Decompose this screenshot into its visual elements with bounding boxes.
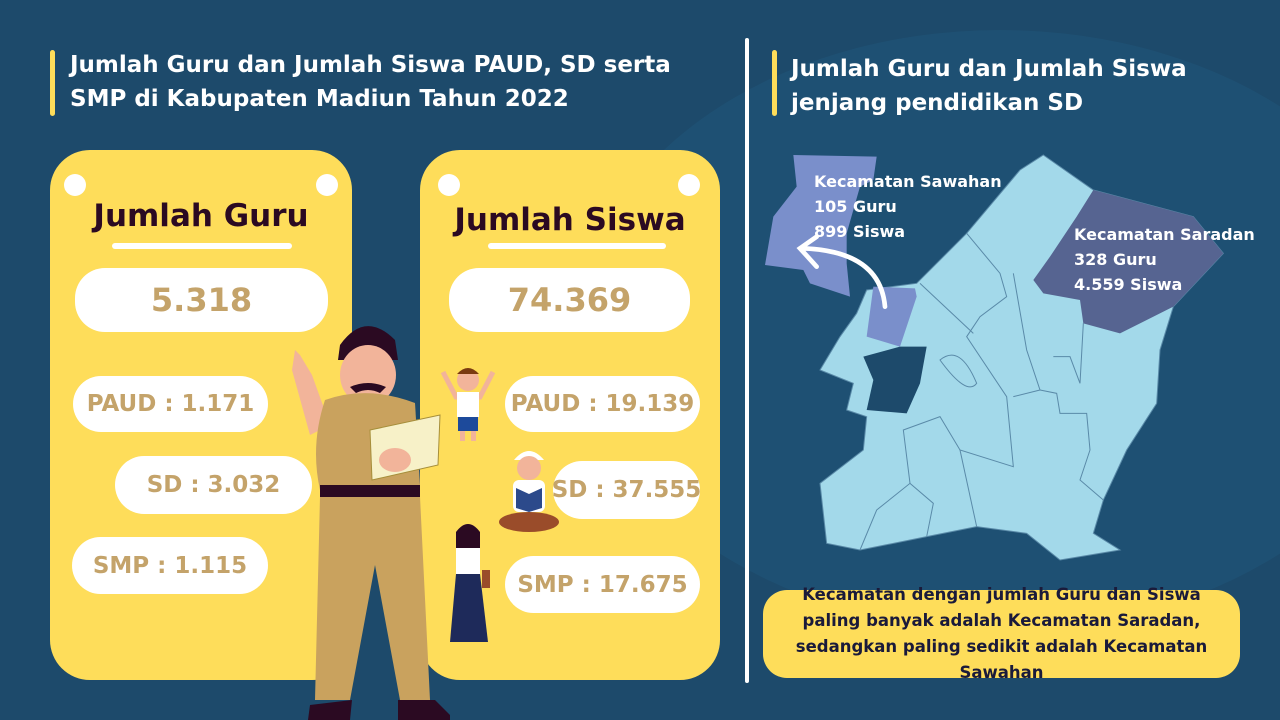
madiun-map — [765, 154, 1224, 561]
conclusion-note: Kecamatan dengan jumlah Guru dan Siswa p… — [763, 585, 1240, 682]
left-title: Jumlah Guru dan Jumlah Siswa PAUD, SD se… — [70, 52, 671, 112]
saradan-siswa: 4.559 Siswa — [1074, 275, 1183, 294]
card-hole — [316, 174, 338, 196]
map-saradan — [1033, 190, 1224, 334]
district-borders — [859, 233, 1104, 551]
saradan-label: Kecamatan Saradan 328 Guru 4.559 Siswa — [1074, 222, 1255, 297]
card-hole — [678, 174, 700, 196]
right-title: Jumlah Guru dan Jumlah Siswa jenjang pen… — [791, 56, 1187, 116]
map-dark-area — [863, 346, 927, 414]
map-sawahan — [866, 286, 917, 347]
saradan-guru: 328 Guru — [1074, 250, 1157, 269]
divider — [745, 38, 749, 683]
sawahan-siswa: 899 Siswa — [814, 222, 906, 241]
siswa-total: 74.369 — [449, 268, 690, 332]
siswa-title: Jumlah Siswa — [454, 202, 686, 238]
saradan-name: Kecamatan Saradan — [1074, 225, 1255, 244]
guru-smp: SMP : 1.115 — [72, 537, 268, 594]
guru-title: Jumlah Guru — [93, 198, 309, 234]
guru-sd: SD : 3.032 — [115, 456, 312, 514]
card-hole — [64, 174, 86, 196]
guru-total: 5.318 — [75, 268, 328, 332]
girl-student-illustration — [450, 524, 490, 642]
title-underline — [112, 243, 292, 249]
arrow-icon — [796, 234, 888, 309]
card-hole — [438, 174, 460, 196]
sawahan-name: Kecamatan Sawahan — [814, 172, 1002, 191]
map-sawahan-west — [765, 155, 877, 297]
guru-paud: PAUD : 1.171 — [73, 376, 268, 432]
siswa-paud: PAUD : 19.139 — [505, 376, 700, 432]
teacher-illustration — [292, 326, 450, 720]
title-accent-bar — [772, 50, 777, 116]
reading-student-illustration — [499, 451, 559, 532]
siswa-smp: SMP : 17.675 — [505, 556, 700, 613]
sawahan-guru: 105 Guru — [814, 197, 897, 216]
title-underline — [488, 243, 666, 249]
boy-student-illustration — [440, 368, 496, 441]
title-accent-bar — [50, 50, 55, 116]
siswa-sd: SD : 37.555 — [552, 461, 701, 519]
sawahan-label: Kecamatan Sawahan 105 Guru 899 Siswa — [814, 169, 1002, 244]
